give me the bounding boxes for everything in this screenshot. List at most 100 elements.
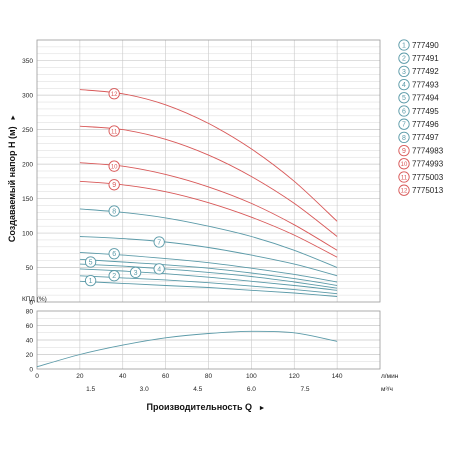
x-tick-label-secondary: 4.5 — [193, 386, 202, 393]
legend-marker-label: 6 — [402, 108, 406, 115]
legend: 1 777490 2 777491 3 777492 4 777493 5 777494 6 7774… — [398, 39, 444, 196]
curve-marker-label: 8 — [112, 208, 116, 215]
curve-marker-label: 2 — [112, 273, 116, 280]
x-tick-label: 100 — [246, 373, 257, 380]
legend-entry-7775003: 7775003 — [412, 173, 444, 182]
curve-marker-label: 5 — [89, 259, 93, 266]
curve-marker-10 — [108, 160, 120, 172]
legend-marker-label: 10 — [401, 162, 408, 168]
x-tick-label: 0 — [35, 373, 39, 380]
x-tick-label-secondary: 3.0 — [140, 386, 149, 393]
curve-marker-4 — [153, 263, 165, 275]
series-line-777493 — [79, 263, 338, 289]
legend-entry-777491: 777491 — [412, 54, 439, 63]
x-axis-label: Производительность Q ► — [147, 402, 266, 412]
plot-frame — [36, 310, 381, 370]
x-tick-label: 120 — [289, 373, 300, 380]
x-tick-label-secondary: 7.5 — [300, 386, 309, 393]
y-tick-label: 200 — [22, 161, 33, 168]
y-tick-label: 50 — [26, 265, 34, 272]
series-line-777491 — [79, 275, 338, 295]
x-tick-label: 40 — [119, 373, 127, 380]
curve-marker-label: 10 — [111, 165, 118, 171]
x-axis-unit-secondary: м³/ч — [381, 386, 393, 393]
legend-marker-6 — [398, 105, 410, 117]
y-tick-label: 150 — [22, 196, 33, 203]
series-line-777492 — [79, 268, 338, 291]
legend-entry-777492: 777492 — [412, 67, 439, 76]
y-tick-label: 300 — [22, 92, 33, 99]
curve-marker-label: 11 — [111, 129, 118, 135]
y-axis-label-head: Создаваемый напор H (м) ► — [7, 114, 17, 242]
legend-entry-777493: 777493 — [412, 80, 439, 89]
legend-marker-label: 4 — [402, 82, 406, 89]
legend-entry-7774983: 7774983 — [412, 146, 444, 155]
series-line-777495 — [79, 251, 338, 283]
x-axis-unit-primary: л/мин — [381, 373, 399, 380]
legend-marker-2 — [398, 52, 410, 64]
series-line-777490 — [79, 280, 338, 297]
series-line-7775013 — [79, 89, 338, 222]
series-line-7774983 — [79, 180, 338, 258]
curve-marker-3 — [129, 266, 142, 279]
x-tick-label-secondary: 1.5 — [86, 386, 95, 393]
series-line-777497 — [79, 208, 338, 268]
x-tick-label: 140 — [332, 373, 343, 380]
legend-marker-label: 1 — [402, 42, 406, 49]
legend-marker-10 — [398, 158, 410, 170]
curve-marker-label: 4 — [157, 266, 161, 273]
legend-entry-777496: 777496 — [412, 120, 439, 129]
legend-marker-label: 12 — [401, 189, 408, 195]
curve-marker-label: 1 — [89, 278, 93, 285]
curve-marker-label: 7 — [157, 239, 161, 246]
legend-entry-7775013: 7775013 — [412, 186, 444, 195]
curve-marker-9 — [108, 179, 120, 191]
legend-marker-label: 3 — [402, 69, 406, 76]
curve-marker-label: 9 — [112, 182, 116, 189]
legend-marker-label: 8 — [402, 135, 406, 142]
y-tick-label: 0 — [29, 366, 33, 373]
curve-marker-8 — [108, 205, 120, 217]
x-tick-label: 20 — [76, 373, 84, 380]
series-line-777496 — [79, 236, 338, 277]
legend-entry-777495: 777495 — [412, 107, 439, 116]
legend-entry-7774993: 7774993 — [412, 160, 444, 169]
legend-marker-7 — [398, 118, 410, 130]
curve-marker-2 — [108, 270, 120, 282]
legend-entry-777490: 777490 — [412, 41, 439, 50]
curve-marker-7 — [153, 236, 165, 248]
y-tick-label: 40 — [26, 337, 34, 344]
y-tick-label: 0 — [29, 299, 33, 306]
y-axis-label-efficiency: КПД (%) — [22, 296, 47, 303]
legend-marker-4 — [398, 78, 410, 91]
curve-marker-11 — [108, 125, 120, 137]
y-tick-label: 80 — [26, 308, 34, 315]
legend-marker-9 — [398, 144, 410, 157]
y-tick-label: 20 — [26, 352, 34, 359]
series-line-7774993 — [79, 162, 338, 251]
legend-marker-label: 2 — [402, 56, 406, 63]
legend-marker-1 — [398, 39, 410, 51]
legend-marker-8 — [398, 131, 410, 144]
y-tick-label: 350 — [22, 58, 33, 65]
legend-marker-3 — [398, 65, 410, 78]
series-line-777494 — [79, 258, 338, 286]
series-line-7775003 — [79, 125, 338, 237]
curve-marker-1 — [84, 274, 97, 287]
y-tick-label: 250 — [22, 127, 33, 134]
y-tick-label: 100 — [22, 230, 33, 237]
curve-marker-6 — [108, 248, 120, 260]
y-tick-label: 60 — [26, 323, 34, 330]
curve-marker-label: 12 — [111, 92, 118, 98]
legend-marker-label: 5 — [402, 95, 406, 102]
efficiency-curve — [36, 330, 338, 368]
x-tick-label: 80 — [205, 373, 213, 380]
legend-marker-label: 7 — [402, 122, 406, 129]
plot-frame — [36, 39, 381, 303]
curve-marker-12 — [108, 88, 120, 100]
x-tick-label: 60 — [162, 373, 170, 380]
legend-marker-11 — [398, 171, 410, 183]
efficiency-panel: 0 20 40 60 80 0 20 40 60 80 100 120 140 1.5 3.0 4.5 6.0 7… — [26, 308, 381, 393]
